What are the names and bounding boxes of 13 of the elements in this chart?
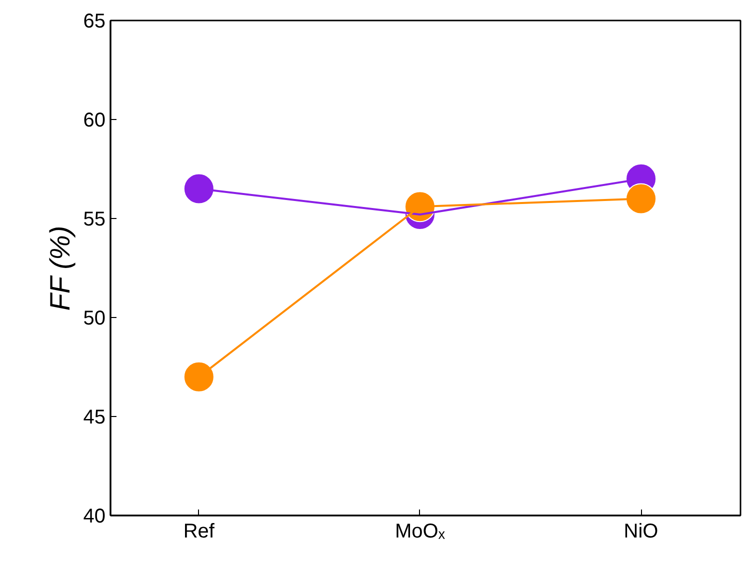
point bbox=[183, 173, 214, 204]
y-tick-label: 45 bbox=[83, 406, 106, 428]
x-tick-label: Ref bbox=[183, 520, 215, 542]
y-axis-title: FF (%) bbox=[44, 226, 76, 311]
x-tick-label: NiO bbox=[624, 520, 658, 542]
y-tick-label: 65 bbox=[83, 10, 106, 32]
x-tick-label: MoOₓ bbox=[395, 520, 446, 542]
y-tick-label: 50 bbox=[83, 308, 106, 330]
y-tick-label: 60 bbox=[83, 110, 106, 132]
y-tick-label: 55 bbox=[83, 208, 106, 230]
point bbox=[626, 183, 657, 214]
point bbox=[183, 361, 214, 392]
y-tick-label: 40 bbox=[83, 506, 106, 528]
